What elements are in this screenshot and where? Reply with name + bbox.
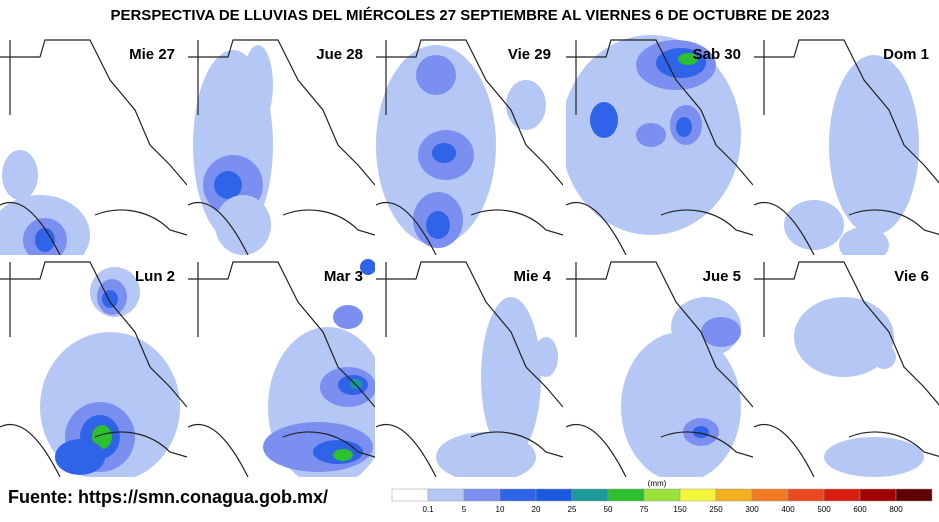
panel-label: Vie 29 — [508, 46, 551, 63]
legend-label: 5 — [462, 505, 467, 514]
map-panel: Mie 4 — [376, 257, 563, 477]
rain-area — [829, 55, 919, 235]
rain-area — [360, 259, 375, 275]
map-panel: Jue 5 — [566, 257, 753, 477]
panel-label: Lun 2 — [135, 268, 175, 285]
legend-label: 10 — [496, 505, 505, 514]
rain-area — [102, 290, 118, 308]
rain-area — [590, 102, 618, 138]
legend-label: 20 — [532, 505, 541, 514]
panel-label: Sab 30 — [693, 46, 741, 63]
rain-area — [436, 432, 536, 477]
panel-label: Vie 6 — [894, 268, 929, 285]
rain-area — [693, 426, 709, 438]
map-panel: Dom 1 — [754, 35, 939, 255]
source: Fuente: https://smn.conagua.gob.mx/ — [8, 487, 328, 507]
legend-swatch — [463, 488, 501, 502]
state-border — [566, 261, 753, 477]
state-border — [754, 39, 939, 255]
state-border — [0, 39, 187, 255]
map-panel: Mar 3 — [188, 257, 375, 477]
panel-label: Mar 3 — [324, 268, 363, 285]
legend-swatch — [499, 488, 537, 502]
rain-area — [2, 150, 38, 200]
legend-label: 600 — [853, 505, 867, 514]
legend-unit: (mm) — [648, 479, 667, 488]
rain-area — [55, 439, 105, 475]
state-border — [0, 261, 187, 477]
legend-swatch — [895, 488, 933, 502]
legend-label: 500 — [817, 505, 831, 514]
legend-label: 150 — [673, 505, 687, 514]
map-panel: Sab 30 — [566, 35, 753, 255]
legend-swatch — [427, 488, 465, 502]
rain-area — [636, 123, 666, 147]
rain-area — [92, 425, 112, 449]
legend-swatch — [787, 488, 825, 502]
rain-area — [678, 53, 698, 65]
state-border — [376, 39, 563, 255]
legend-label: 800 — [889, 505, 903, 514]
state-border — [754, 261, 939, 477]
rain-area — [35, 228, 55, 252]
map-panel: Vie 6 — [754, 257, 939, 477]
legend-label: 25 — [568, 505, 577, 514]
panel-label: Jue 28 — [316, 46, 363, 63]
rain-area — [426, 211, 450, 239]
legend-swatch — [859, 488, 897, 502]
rain-area — [701, 317, 741, 347]
legend-label: 300 — [745, 505, 759, 514]
rain-area — [621, 332, 741, 477]
rain-area — [784, 200, 844, 250]
legend-swatch — [715, 488, 753, 502]
rain-area — [839, 227, 889, 255]
panel-label: Mie 4 — [513, 268, 551, 285]
rain-area — [214, 171, 242, 199]
panel-label: Mie 27 — [129, 46, 175, 63]
rain-area — [243, 45, 273, 125]
state-border — [376, 261, 563, 477]
legend-swatch — [751, 488, 789, 502]
rain-area — [534, 337, 558, 377]
legend-swatch — [607, 488, 645, 502]
rain-area — [794, 297, 894, 377]
title: PERSPECTIVA DE LLUVIAS DEL MIÉRCOLES 27 … — [110, 7, 829, 24]
legend-swatch — [535, 488, 573, 502]
map-panel: Vie 29 — [376, 35, 563, 255]
rain-area — [506, 80, 546, 130]
map-panel: Mie 27 — [0, 35, 187, 255]
legend-label: 75 — [640, 505, 649, 514]
rain-area — [333, 449, 353, 461]
legend-label: 0.1 — [422, 505, 434, 514]
rain-area — [481, 297, 541, 457]
map-panel: Lun 2 — [0, 257, 187, 477]
legend-label: 250 — [709, 505, 723, 514]
rain-area — [824, 437, 924, 477]
legend-swatch — [391, 488, 429, 502]
rain-area — [416, 55, 456, 95]
state-border — [188, 39, 375, 255]
legend-swatch — [643, 488, 681, 502]
legend-swatch — [823, 488, 861, 502]
rain-area — [432, 143, 456, 163]
rain-area — [215, 195, 271, 255]
map-panel: Jue 28 — [188, 35, 375, 255]
rain-area — [872, 345, 896, 369]
panel-label: Dom 1 — [883, 46, 929, 63]
rain-area — [333, 305, 363, 329]
legend-swatch — [679, 488, 717, 502]
state-border — [566, 39, 753, 255]
state-border — [188, 261, 375, 477]
legend-label: 400 — [781, 505, 795, 514]
legend-swatch — [571, 488, 609, 502]
legend-label: 50 — [604, 505, 613, 514]
rain-area — [676, 117, 692, 137]
panel-label: Jue 5 — [703, 268, 741, 285]
